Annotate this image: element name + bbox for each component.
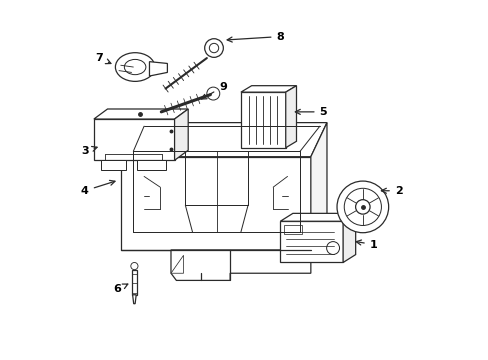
Polygon shape bbox=[149, 62, 167, 76]
Text: 9: 9 bbox=[201, 82, 226, 99]
Ellipse shape bbox=[115, 53, 155, 81]
Circle shape bbox=[355, 200, 369, 214]
Text: 7: 7 bbox=[95, 53, 111, 64]
Circle shape bbox=[204, 39, 223, 57]
Polygon shape bbox=[310, 123, 326, 250]
Polygon shape bbox=[137, 160, 165, 170]
Ellipse shape bbox=[124, 59, 145, 75]
Polygon shape bbox=[174, 109, 188, 160]
Text: 2: 2 bbox=[381, 186, 402, 196]
Polygon shape bbox=[285, 86, 296, 148]
Polygon shape bbox=[132, 270, 137, 295]
Polygon shape bbox=[280, 221, 343, 262]
Polygon shape bbox=[343, 213, 355, 262]
Polygon shape bbox=[101, 160, 126, 170]
Polygon shape bbox=[132, 295, 136, 304]
Polygon shape bbox=[121, 123, 326, 157]
Polygon shape bbox=[171, 255, 183, 273]
Circle shape bbox=[131, 262, 138, 270]
Polygon shape bbox=[241, 86, 296, 92]
Text: 6: 6 bbox=[113, 284, 127, 294]
Circle shape bbox=[326, 242, 339, 255]
Polygon shape bbox=[280, 213, 355, 221]
Text: 5: 5 bbox=[295, 107, 326, 117]
Text: 4: 4 bbox=[81, 180, 115, 196]
Text: 3: 3 bbox=[81, 146, 97, 156]
Polygon shape bbox=[121, 157, 310, 250]
Circle shape bbox=[336, 181, 388, 233]
Text: 1: 1 bbox=[355, 239, 377, 249]
Polygon shape bbox=[284, 225, 301, 234]
Circle shape bbox=[209, 43, 218, 53]
Polygon shape bbox=[94, 109, 188, 119]
Polygon shape bbox=[241, 92, 285, 148]
Circle shape bbox=[344, 188, 381, 225]
Circle shape bbox=[206, 87, 219, 100]
Text: 8: 8 bbox=[227, 32, 284, 42]
Polygon shape bbox=[171, 250, 310, 280]
Polygon shape bbox=[94, 119, 174, 160]
